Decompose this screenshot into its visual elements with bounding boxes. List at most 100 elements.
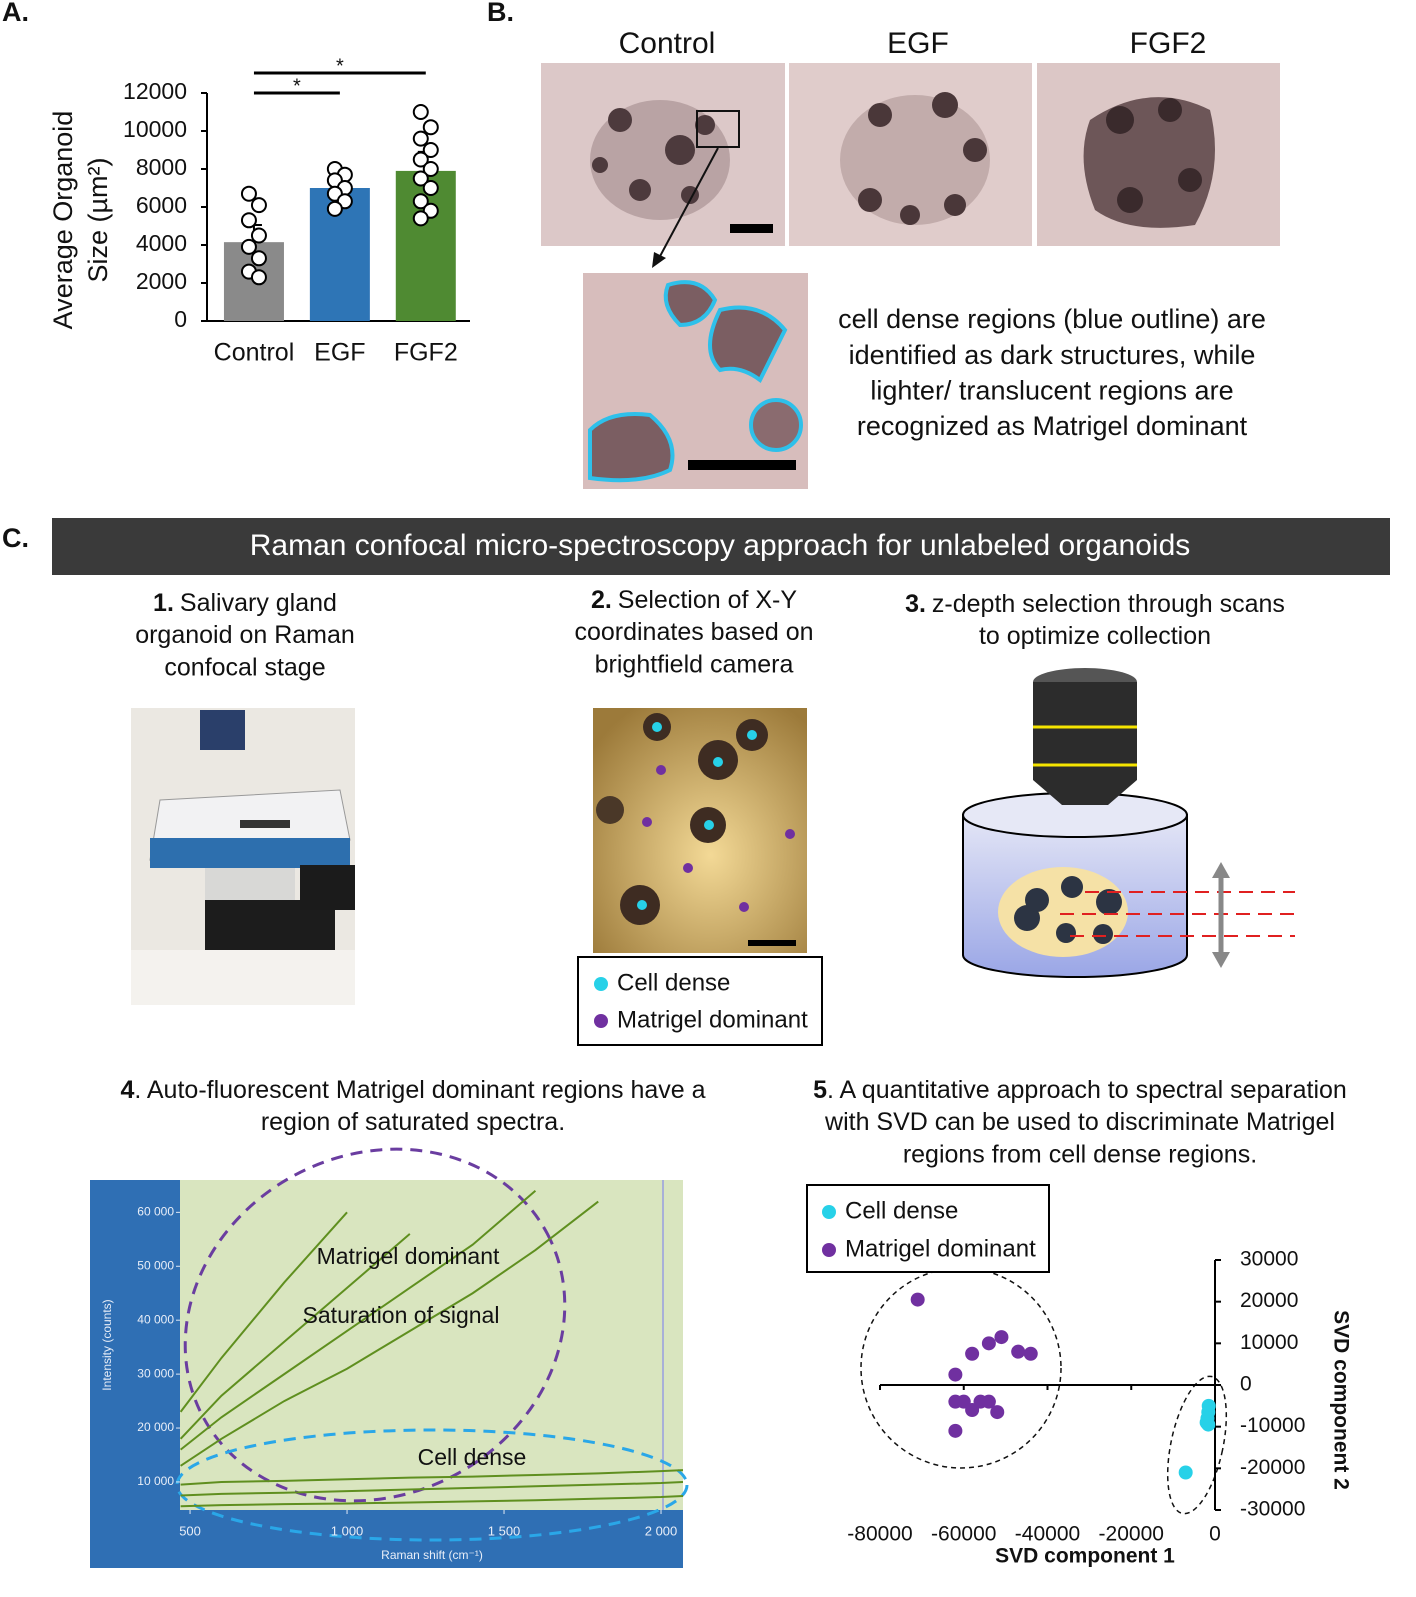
step-text: coordinates based on — [574, 618, 813, 646]
step-text: 2. Selection of X-Y — [591, 586, 797, 614]
data-point — [240, 238, 257, 255]
annotation: Saturation of signal — [303, 1302, 500, 1328]
y-tick-label: 60 000 — [137, 1205, 174, 1219]
scatter-point — [965, 1346, 980, 1361]
data-point — [422, 119, 439, 136]
y-axis-label: Intensity (counts) — [100, 1299, 114, 1390]
x-tick-label: 2 000 — [645, 1523, 678, 1538]
caption-line: recognized as Matrigel dominant — [857, 411, 1248, 441]
panel-label: A. — [2, 0, 29, 27]
step-text: confocal stage — [164, 654, 325, 682]
banner — [52, 518, 1390, 575]
scatter-point — [994, 1330, 1009, 1345]
legend-label: Matrigel dominant — [845, 1235, 1036, 1262]
y-tick-label: 2000 — [136, 268, 187, 294]
x-tick-label: -40000 — [1015, 1523, 1080, 1546]
annotation: Cell dense — [418, 1444, 527, 1470]
y-tick-label: -20000 — [1240, 1456, 1305, 1479]
scatter-point — [1201, 1417, 1216, 1432]
data-point — [250, 197, 267, 214]
y-tick-label: 10000 — [1240, 1331, 1298, 1354]
step-text: regions from cell dense regions. — [903, 1141, 1257, 1169]
legend-marker — [822, 1243, 836, 1257]
x-tick-label: 1 500 — [488, 1523, 521, 1538]
step-number: 2. — [591, 586, 612, 614]
photo-title: EGF — [887, 27, 949, 60]
step-text: 3. z-depth selection through scans — [905, 590, 1285, 618]
annotation: Matrigel dominant — [317, 1243, 500, 1269]
spectrum-line — [180, 1211, 348, 1413]
organoid-photos — [541, 63, 1280, 489]
data-point — [240, 212, 257, 229]
spectrum-line — [180, 1469, 683, 1486]
data-point — [412, 151, 429, 168]
photo-title: Control — [619, 27, 716, 60]
data-point — [326, 200, 343, 217]
scatter-point — [1178, 1465, 1193, 1480]
scatter-point — [981, 1394, 996, 1409]
x-tick-label: EGF — [314, 339, 365, 367]
data-point — [412, 130, 429, 147]
scatter-point — [1023, 1346, 1038, 1361]
data-point — [240, 185, 257, 202]
scatter-decor — [806, 1184, 1228, 1515]
data-point — [422, 142, 439, 158]
raman-instrument-photo — [131, 708, 355, 1005]
y-tick-label: 20 000 — [137, 1420, 174, 1434]
significance-label: * — [336, 55, 344, 77]
x-tick-label: 0 — [1209, 1523, 1221, 1546]
step-text: to optimize collection — [979, 622, 1211, 650]
spectrum-line — [180, 1233, 411, 1440]
data-point — [412, 170, 429, 187]
brightfield-photo — [577, 708, 823, 1046]
y-tick-label: -10000 — [1240, 1414, 1305, 1437]
spectrum-line — [180, 1200, 599, 1467]
x-tick-label: 1 000 — [331, 1523, 364, 1538]
panel-label: C. — [2, 523, 29, 553]
x-axis-label: Raman shift (cm⁻¹) — [381, 1548, 483, 1562]
y-axis-label: SVD component 2 — [1329, 1310, 1352, 1490]
step-text: with SVD can be used to discriminate Mat… — [824, 1108, 1335, 1136]
photo-title: FGF2 — [1130, 27, 1207, 60]
y-tick-label: 40 000 — [137, 1312, 174, 1326]
spectra-lines — [180, 1190, 683, 1508]
y-tick-label: 0 — [174, 306, 187, 332]
data-point — [412, 104, 429, 120]
caption-line: lighter/ translucent regions are — [870, 376, 1233, 406]
y-axis-label: Average Organoid — [48, 111, 78, 330]
step-number: 4 — [120, 1076, 134, 1104]
data-point — [250, 227, 267, 244]
data-point — [422, 180, 439, 196]
scatter-point — [1011, 1344, 1026, 1359]
data-point — [250, 269, 267, 286]
y-tick-label: -30000 — [1240, 1498, 1305, 1521]
spectrum-line — [180, 1190, 537, 1451]
scatter-point — [948, 1367, 963, 1382]
y-tick-label: 10000 — [123, 116, 187, 142]
step-line: Salivary gland — [180, 589, 337, 617]
data-point — [422, 161, 439, 177]
data-point — [250, 250, 267, 267]
x-tick-label: Control — [214, 339, 295, 367]
y-tick-label: 8000 — [136, 154, 187, 180]
banner-title: Raman confocal micro-spectroscopy approa… — [250, 529, 1191, 562]
caption-line: cell dense regions (blue outline) are — [838, 304, 1266, 334]
step-line: z-depth selection through scans — [932, 590, 1285, 618]
step-text: 4. Auto-fluorescent Matrigel dominant re… — [120, 1076, 705, 1104]
z-depth-diagram — [962, 668, 1295, 978]
step-text: 1. Salivary gland — [153, 589, 337, 617]
significance-label: * — [293, 75, 301, 97]
y-tick-label: 0 — [1240, 1373, 1252, 1396]
y-tick-label: 30 000 — [137, 1366, 174, 1380]
y-tick-label: 20000 — [1240, 1289, 1298, 1312]
step-number: 5 — [813, 1076, 827, 1104]
caption-line: identified as dark structures, while — [849, 340, 1256, 370]
y-tick-label: 50 000 — [137, 1258, 174, 1272]
data-point — [412, 193, 429, 210]
data-point — [412, 210, 429, 227]
y-tick-label: 30000 — [1240, 1248, 1298, 1271]
x-tick-label: -20000 — [1099, 1523, 1164, 1546]
y-tick-label: 4000 — [136, 230, 187, 256]
